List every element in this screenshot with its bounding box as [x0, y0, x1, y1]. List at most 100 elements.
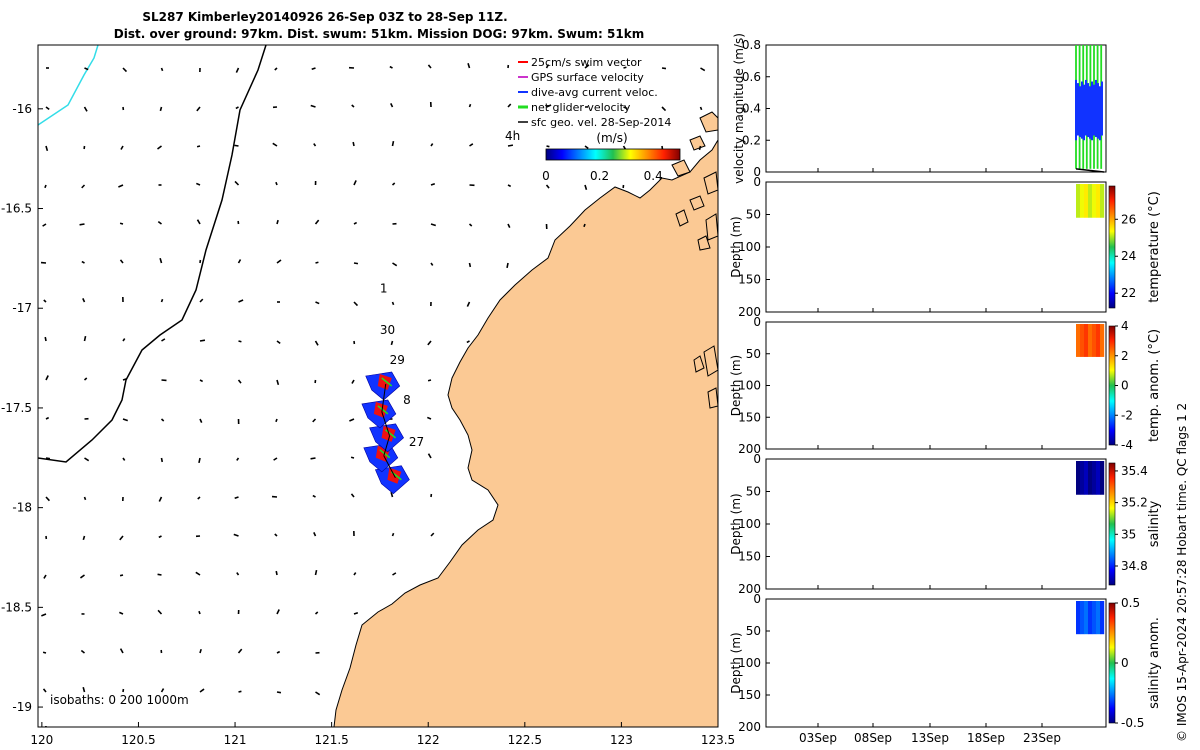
depth-y-label: Depth (m) [729, 493, 743, 554]
geo-arrow [83, 106, 88, 112]
geo-arrow [199, 379, 204, 383]
salinity-colorbar [1108, 462, 1116, 586]
geo-arrow [122, 378, 128, 381]
salinity-anomaly-data-cell [1080, 601, 1085, 635]
geo-arrow [351, 104, 355, 108]
map-y-tick-label: -17 [12, 301, 32, 315]
colorbar-tick-label: -2 [1121, 408, 1133, 422]
map-x-tick-label: 121.5 [314, 733, 348, 747]
geo-velocity-arrows [40, 62, 706, 731]
geo-arrow [45, 375, 49, 381]
geo-arrow [276, 379, 280, 386]
geo-arrow [122, 67, 128, 73]
map-x-tick-label: 123 [610, 733, 633, 747]
geo-arrow [84, 457, 90, 462]
map-y-ticks: -16 -16.5 -17 -17.5 -18 -18.5 -19 [1, 102, 43, 714]
geo-arrow [238, 690, 242, 693]
colorbar-tick-label: 22 [1121, 286, 1136, 300]
geo-arrow [353, 612, 359, 615]
map-x-tick-label: 120 [30, 733, 53, 747]
geo-arrow [353, 572, 357, 576]
geo-arrow [119, 648, 124, 654]
salinity-panel-frame [765, 458, 1107, 590]
glider-track [361, 371, 410, 495]
depth-y-label: Depth (m) [729, 632, 743, 693]
geo-arrow [45, 416, 50, 420]
swim-vector-fan [373, 401, 388, 418]
geo-arrow [42, 688, 47, 693]
geo-arrow [236, 457, 240, 461]
depth-y-tick-label: 0 [753, 175, 761, 189]
depth-y-tick-label: 200 [738, 305, 761, 319]
salinity-data-cell [1092, 461, 1097, 495]
geo-arrow [430, 262, 434, 266]
colorbar-tick-label: 35.2 [1121, 496, 1148, 510]
credit-text: © IMOS 15-Apr-2024 20:57:28 Hobart time.… [1175, 403, 1189, 742]
legend-entry-net: net glider velocity [531, 101, 631, 114]
geo-arrow [157, 609, 163, 615]
temperature-data-cell [1080, 184, 1085, 218]
geo-arrow [238, 299, 244, 303]
temperature-data-cell [1084, 184, 1089, 218]
colorbar-tick-label: 4 [1121, 319, 1129, 333]
geo-arrow [466, 301, 471, 307]
geo-arrow [468, 262, 472, 268]
temperature-anomaly-colorbar-label: temp. anom. (°C) [1147, 329, 1162, 442]
geo-arrow [81, 260, 85, 264]
map-legend: 25cm/s swim vector GPS surface velocity … [505, 56, 671, 143]
geo-arrow [159, 106, 163, 112]
geo-arrow [199, 339, 206, 342]
geo-arrow [699, 106, 703, 111]
legend-entry-swim: 25cm/s swim vector [531, 56, 642, 69]
geo-arrow [698, 145, 702, 151]
day-label: 29 [390, 353, 405, 367]
legend-entry-gps: GPS surface velocity [531, 71, 644, 84]
depth-y-tick-label: 200 [738, 720, 761, 734]
geo-arrow [315, 301, 320, 305]
isobath-label: isobaths: 0 200 1000m [50, 693, 189, 707]
geo-arrow [195, 571, 201, 576]
geo-arrow [351, 379, 355, 384]
map-x-tick-label: 120.5 [121, 733, 155, 747]
geo-arrow [314, 219, 320, 225]
geo-arrow [162, 729, 167, 731]
depth-y-label: Depth (m) [729, 216, 743, 277]
velocity-panel-frame [765, 44, 1107, 173]
geo-arrow [391, 140, 395, 147]
geo-arrow [157, 573, 162, 576]
geo-arrow [196, 145, 201, 148]
geo-arrow [584, 184, 588, 191]
day-label: 27 [409, 435, 424, 449]
geo-arrow [235, 67, 240, 73]
time-x-tick-label: 13Sep [911, 731, 949, 745]
temperature-anomaly-panel-frame [765, 321, 1107, 450]
colorbar-tick-label: -0.5 [1121, 716, 1144, 730]
geo-arrow [469, 143, 474, 147]
geo-arrow [85, 728, 86, 731]
map-y-tick-label: -19 [12, 700, 32, 714]
net-velocity-segment [385, 429, 397, 439]
depth-y-tick-label: 50 [746, 485, 761, 499]
geo-arrow [198, 610, 201, 615]
land-mass [333, 139, 718, 727]
colorbar-tick-label: 0 [1121, 379, 1129, 393]
day-labels: 1 30 29 8 27 [380, 281, 424, 449]
geo-arrow [353, 180, 357, 186]
map-x-tick-label: 122.5 [508, 733, 542, 747]
geo-arrow [391, 301, 395, 306]
geo-arrow [199, 298, 204, 303]
colorbar-tick-label: 35 [1121, 527, 1136, 541]
geo-arrow [276, 219, 279, 225]
colorbar-tick-label: -4 [1121, 438, 1133, 452]
geo-arrow [545, 64, 550, 69]
depth-y-tick-label: 200 [738, 582, 761, 596]
geo-arrow [507, 103, 512, 108]
geo-arrow [161, 338, 166, 342]
geo-arrow [314, 569, 318, 576]
geo-arrow [122, 338, 126, 342]
geo-arrow [427, 416, 432, 420]
geo-arrow [197, 496, 201, 500]
geo-arrow [350, 493, 355, 498]
depth-y-tick-label: 150 [738, 273, 761, 287]
geo-arrow [273, 457, 278, 461]
